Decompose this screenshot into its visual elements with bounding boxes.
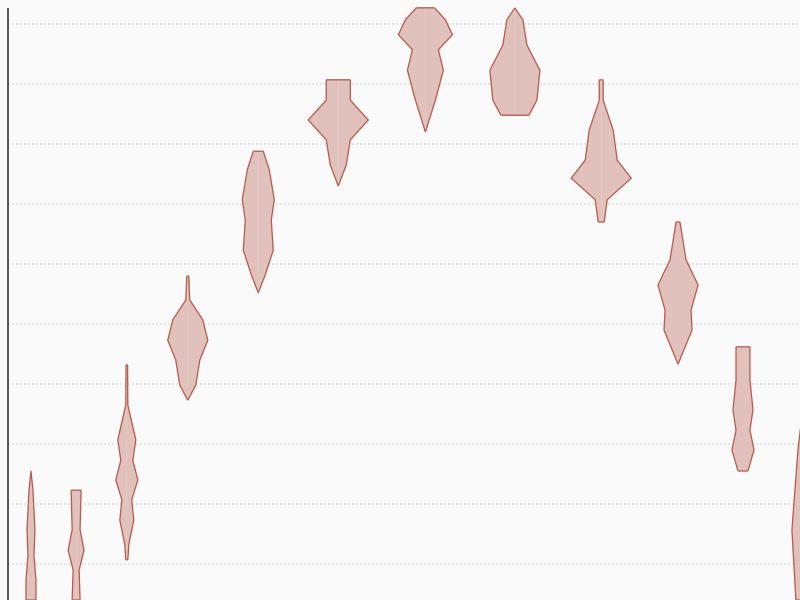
violin-fill	[742, 346, 754, 471]
violin-edge	[30, 470, 37, 600]
violin-fill	[425, 7, 453, 132]
violin-edge	[677, 221, 699, 365]
violin-edge	[397, 7, 427, 133]
violin-edge	[731, 346, 739, 472]
violin-edge	[187, 275, 209, 401]
violin-fill	[571, 79, 602, 222]
violin-edge	[167, 275, 189, 401]
violin-edge	[126, 364, 139, 560]
violin-fill	[76, 490, 85, 600]
violin-fill	[68, 490, 77, 600]
violin-edge	[602, 79, 633, 223]
violin-fill	[601, 79, 632, 222]
violin-edge	[489, 7, 516, 116]
violin-edge	[25, 470, 32, 600]
violin-edge	[257, 150, 275, 294]
violin-edge	[791, 426, 800, 600]
violin-fill	[514, 7, 540, 116]
violin-edge	[115, 364, 127, 560]
violin-fill	[731, 346, 743, 471]
violin-edge	[78, 490, 85, 600]
violin-edge	[337, 79, 370, 187]
violin-edge	[570, 79, 600, 223]
violin-fill	[167, 276, 188, 401]
violin-edge	[424, 7, 454, 133]
violin-fill	[678, 222, 699, 365]
violin-edge	[747, 346, 755, 472]
violin-edge	[657, 221, 679, 365]
violin-fill	[398, 7, 426, 132]
violin-fill	[338, 79, 369, 186]
violin-edge	[241, 150, 259, 294]
violin-fill	[489, 7, 515, 116]
violin-fill	[308, 79, 339, 186]
violin-edge	[307, 79, 339, 187]
violin-edge	[514, 7, 541, 116]
violin-fill	[657, 222, 679, 365]
violin-edge	[67, 490, 74, 600]
violin-fill	[187, 276, 208, 401]
